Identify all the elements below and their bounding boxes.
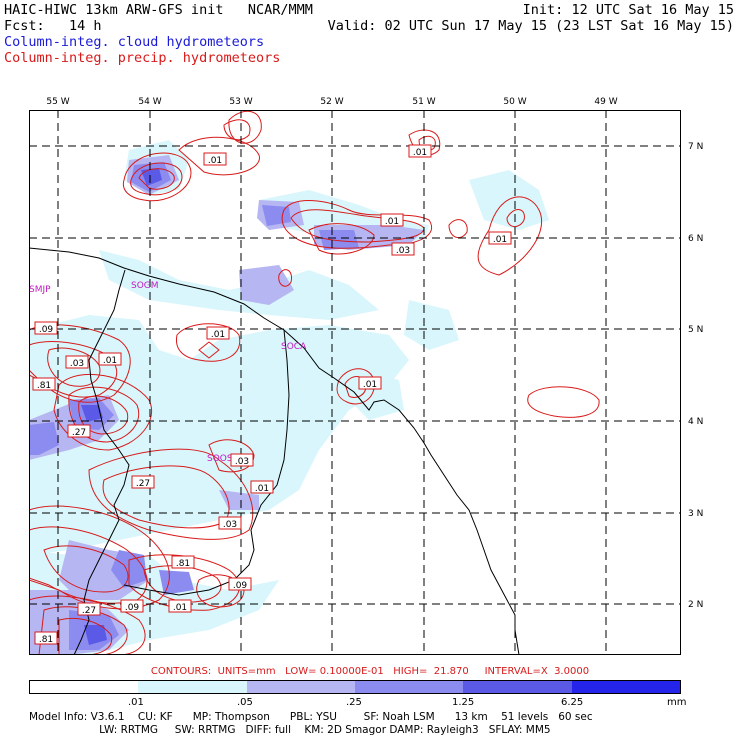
lon-label-51w: 51 W xyxy=(412,97,435,107)
init-time: Init: 12 UTC Sat 16 May 15 xyxy=(522,2,734,18)
svg-text:.27: .27 xyxy=(72,428,86,438)
svg-text:.09: .09 xyxy=(125,603,140,613)
contour-label: .81 xyxy=(34,631,58,645)
contour-label: .03 xyxy=(391,242,415,256)
model-info-line2: LW: RRTMG SW: RRTMG DIFF: full KM: 2D Sm… xyxy=(29,724,551,736)
valid-time: Valid: 02 UTC Sun 17 May 15 (23 LST Sat … xyxy=(327,18,734,34)
contour-label: .27 xyxy=(131,475,155,489)
contour-label: .01 xyxy=(358,376,382,390)
contour-label: .03 xyxy=(230,453,254,467)
svg-text:.81: .81 xyxy=(176,559,190,569)
lat-label-4n: 4 N xyxy=(688,417,703,427)
svg-text:.81: .81 xyxy=(39,635,53,645)
contour-label: .09 xyxy=(120,599,144,613)
map-frame xyxy=(29,110,681,655)
colorbar-label: 6.25 xyxy=(561,697,584,708)
lat-label-7n: 7 N xyxy=(688,142,703,152)
contour-label: .27 xyxy=(67,424,91,438)
contour-label: .09 xyxy=(228,577,252,591)
colorbar-label: .25 xyxy=(346,697,362,708)
coastline xyxy=(29,247,520,655)
contour-label: .01 xyxy=(98,352,122,366)
svg-text:.01: .01 xyxy=(413,148,427,158)
colorbar-segment xyxy=(463,681,572,693)
colorbar-label: .01 xyxy=(128,697,144,708)
svg-text:.01: .01 xyxy=(255,484,269,494)
contour-label: .09 xyxy=(34,321,58,335)
colorbar-segment xyxy=(138,681,247,693)
svg-text:.03: .03 xyxy=(396,246,410,256)
station-soos: SOOS xyxy=(207,454,233,464)
colorbar-units: mm xyxy=(667,697,687,708)
svg-text:.81: .81 xyxy=(37,381,51,391)
lat-label-3n: 3 N xyxy=(688,509,703,519)
svg-text:.09: .09 xyxy=(39,325,54,335)
lon-label-49w: 49 W xyxy=(594,97,617,107)
stations: SMJP SOGM SOCA SOOS xyxy=(29,281,307,464)
lon-label-53w: 53 W xyxy=(229,97,252,107)
contour-label: .27 xyxy=(77,602,101,616)
svg-text:.03: .03 xyxy=(70,359,84,369)
svg-text:.01: .01 xyxy=(363,380,377,390)
lon-label-52w: 52 W xyxy=(320,97,343,107)
latitude-labels: 7 N 6 N 5 N 4 N 3 N 2 N xyxy=(688,142,703,610)
colorbar xyxy=(29,680,681,694)
legend-cloud-hydrometeors: Column-integ. cloud hydrometeors xyxy=(4,34,265,50)
contour-label: .01 xyxy=(380,213,404,227)
lon-label-54w: 54 W xyxy=(138,97,161,107)
contour-info: CONTOURS: UNITS=mm LOW= 0.10000E-01 HIGH… xyxy=(150,666,590,677)
svg-text:.01: .01 xyxy=(493,235,507,245)
station-sogm: SOGM xyxy=(131,281,159,291)
colorbar-segment xyxy=(246,681,355,693)
colorbar-label: 1.25 xyxy=(452,697,475,708)
svg-text:.01: .01 xyxy=(385,217,399,227)
svg-text:.01: .01 xyxy=(173,603,187,613)
contour-label: .81 xyxy=(32,377,56,391)
longitude-labels: 55 W 54 W 53 W 52 W 51 W 50 W 49 W xyxy=(46,97,617,107)
contour-label: .01 xyxy=(206,326,230,340)
contour-labels: .01 .01 .01 .03 .01 .01 .09 .03 .01 .81 … xyxy=(32,144,512,645)
svg-text:.01: .01 xyxy=(211,330,225,340)
lon-label-50w: 50 W xyxy=(503,97,526,107)
map-panel: SMJP SOGM SOCA SOOS .01 .01 .01 .03 .01 … xyxy=(29,110,681,655)
cloud-fill-darkest xyxy=(81,168,162,645)
colorbar-label: .05 xyxy=(237,697,253,708)
forecast-hour: Fcst: 14 h xyxy=(4,18,102,34)
lat-label-5n: 5 N xyxy=(688,325,703,335)
lon-label-55w: 55 W xyxy=(46,97,69,107)
svg-text:.01: .01 xyxy=(208,156,222,166)
station-soca: SOCA xyxy=(281,342,307,352)
contour-label: .03 xyxy=(65,355,89,369)
svg-text:.03: .03 xyxy=(223,520,237,530)
lat-label-2n: 2 N xyxy=(688,600,703,610)
contour-label: .01 xyxy=(203,152,227,166)
contour-label: .81 xyxy=(171,555,195,569)
model-info-line1: Model Info: V3.6.1 CU: KF MP: Thompson P… xyxy=(29,711,593,723)
lat-label-6n: 6 N xyxy=(688,234,703,244)
svg-text:.09: .09 xyxy=(233,581,248,591)
svg-text:.01: .01 xyxy=(103,356,117,366)
contour-label: .01 xyxy=(168,599,192,613)
station-smjp: SMJP xyxy=(29,285,51,295)
colorbar-segment xyxy=(571,681,680,693)
colorbar-segment xyxy=(354,681,464,693)
legend-precip-hydrometeors: Column-integ. precip. hydrometeors xyxy=(4,50,281,66)
contour-label: .03 xyxy=(218,516,242,530)
contour-label: .01 xyxy=(250,480,274,494)
colorbar-segment xyxy=(30,681,139,693)
contour-label: .01 xyxy=(408,144,432,158)
model-title: HAIC-HIWC 13km ARW-GFS init NCAR/MMM xyxy=(4,2,313,18)
contour-label: .01 xyxy=(488,231,512,245)
svg-text:.27: .27 xyxy=(136,479,150,489)
svg-text:.03: .03 xyxy=(235,457,249,467)
svg-text:.27: .27 xyxy=(82,606,96,616)
